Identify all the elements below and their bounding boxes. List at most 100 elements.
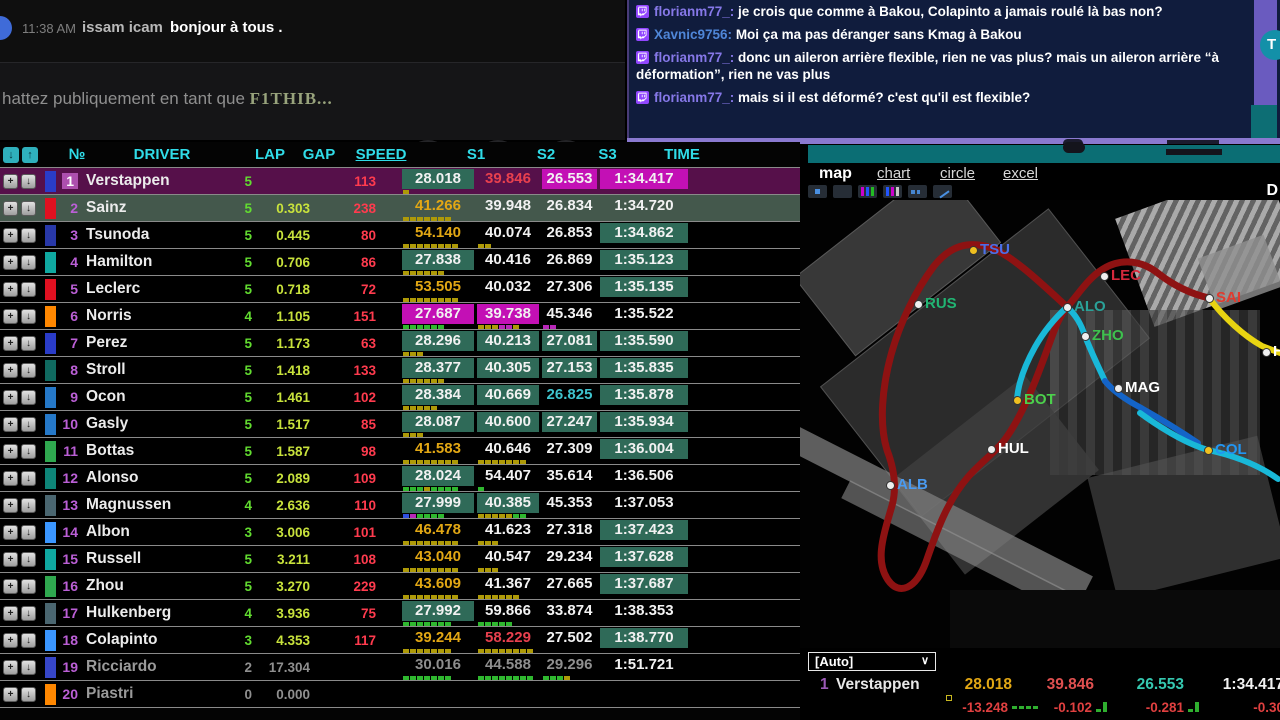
expand-row-button[interactable]: +: [3, 173, 18, 189]
toolbar-plain-icon[interactable]: [833, 185, 852, 198]
lower-row-button[interactable]: ↓: [21, 254, 36, 270]
lower-row-button[interactable]: ↓: [21, 200, 36, 216]
laptime-cell: 1:35.590: [600, 330, 688, 357]
table-row[interactable]: + ↓ 10 Gasly 5 1.517 85 28.087 40.600 27.247 1:35.…: [0, 411, 800, 438]
expand-row-button[interactable]: +: [3, 227, 18, 243]
table-row[interactable]: + ↓ 5 Leclerc 5 0.718 72 53.505 40.032 27.306 1:35…: [0, 276, 800, 303]
table-row[interactable]: + ↓ 16 Zhou 5 3.270 229 43.609 41.367 27.665 1:37.…: [0, 573, 800, 600]
toolbar-stripes-b-icon[interactable]: [883, 185, 902, 198]
lower-row-button[interactable]: ↓: [21, 659, 36, 675]
lower-row-button[interactable]: ↓: [21, 524, 36, 540]
table-row[interactable]: + ↓ 8 Stroll 5 1.418 133 28.377 40.305 27.153 1:35…: [0, 357, 800, 384]
lower-row-button[interactable]: ↓: [21, 686, 36, 702]
lower-row-button[interactable]: ↓: [21, 443, 36, 459]
toolbar-link-icon[interactable]: [933, 184, 952, 199]
lower-row-button[interactable]: ↓: [21, 578, 36, 594]
tab-excel[interactable]: excel: [1003, 165, 1039, 182]
minisector-tick: [492, 648, 498, 653]
lower-row-button[interactable]: ↓: [21, 497, 36, 513]
lower-row-button[interactable]: ↓: [21, 173, 36, 189]
chat-input[interactable]: hattez publiquement en tant que F1THIB..…: [2, 89, 333, 109]
twitch-username[interactable]: florianm77_:: [654, 50, 739, 65]
sort-up-button[interactable]: ↑: [22, 146, 38, 163]
lower-row-button[interactable]: ↓: [21, 632, 36, 648]
toolbar-stripes-a-icon[interactable]: [858, 185, 877, 198]
minisector-tick: [431, 621, 437, 626]
table-row[interactable]: + ↓ 7 Perez 5 1.173 63 28.296 40.213 27.081 1:35.5…: [0, 330, 800, 357]
lower-row-button[interactable]: ↓: [21, 470, 36, 486]
lower-row-button[interactable]: ↓: [21, 389, 36, 405]
expand-row-button[interactable]: +: [3, 308, 18, 324]
expand-row-button[interactable]: +: [3, 389, 18, 405]
expand-row-button[interactable]: +: [3, 281, 18, 297]
lower-row-button[interactable]: ↓: [21, 335, 36, 351]
lower-row-button[interactable]: ↓: [21, 281, 36, 297]
twitch-username[interactable]: Xavnic9756:: [654, 27, 736, 42]
table-row[interactable]: + ↓ 12 Alonso 5 2.089 109 28.024 54.407 35.614 1:3…: [0, 465, 800, 492]
header-speed[interactable]: SPEED: [355, 146, 407, 163]
sector2-cell-minisectors: [478, 675, 533, 680]
expand-row-button[interactable]: +: [3, 254, 18, 270]
expand-row-button[interactable]: +: [3, 551, 18, 567]
twitch-username[interactable]: florianm77_:: [654, 90, 739, 105]
toolbar-dots-icon[interactable]: [908, 185, 927, 198]
table-row[interactable]: + ↓ 14 Albon 3 3.006 101 46.478 41.623 27.318 1:37…: [0, 519, 800, 546]
tab-circle[interactable]: circle: [940, 165, 976, 182]
expand-row-button[interactable]: +: [3, 524, 18, 540]
sector1-cell-minisectors: [403, 513, 444, 518]
lower-row-button[interactable]: ↓: [21, 362, 36, 378]
driver-select-dropdown[interactable]: [Auto] ∨: [808, 652, 936, 671]
sort-down-button[interactable]: ↓: [3, 146, 19, 163]
laptime-cell: 1:35.878: [600, 384, 688, 411]
lower-row-button[interactable]: ↓: [21, 227, 36, 243]
table-row[interactable]: + ↓ 11 Bottas 5 1.587 98 41.583 40.646 27.309 1:36…: [0, 438, 800, 465]
tab-map[interactable]: map: [819, 165, 852, 182]
lower-row-button[interactable]: ↓: [21, 551, 36, 567]
table-row[interactable]: + ↓ 15 Russell 5 3.211 108 43.040 40.547 29.234 1:…: [0, 546, 800, 573]
expand-row-button[interactable]: +: [3, 578, 18, 594]
expand-row-button[interactable]: +: [3, 497, 18, 513]
expand-row-button[interactable]: +: [3, 605, 18, 621]
tab-chart[interactable]: chart: [877, 165, 911, 182]
minisector-tick: [431, 540, 437, 545]
expand-row-button[interactable]: +: [3, 200, 18, 216]
table-row[interactable]: + ↓ 13 Magnussen 4 2.636 110 27.999 40.385 45.353…: [0, 492, 800, 519]
overlay-slider-icon[interactable]: [1167, 140, 1219, 144]
lower-row-button[interactable]: ↓: [21, 308, 36, 324]
table-row[interactable]: + ↓ 3 Tsunoda 5 0.445 80 54.140 40.074 26.853 1:34…: [0, 222, 800, 249]
expand-row-button[interactable]: +: [3, 362, 18, 378]
panel-titlebar[interactable]: [808, 142, 1280, 163]
table-row[interactable]: + ↓ 20 Piastri 0 0.000: [0, 681, 800, 708]
expand-row-button[interactable]: +: [3, 686, 18, 702]
minisector-tick: [506, 513, 512, 518]
expand-row-button[interactable]: +: [3, 659, 18, 675]
expand-row-button[interactable]: +: [3, 632, 18, 648]
table-row[interactable]: + ↓ 6 Norris 4 1.105 151 27.687 39.738 45.346 1:35…: [0, 303, 800, 330]
message-username[interactable]: issam icam: [82, 19, 163, 36]
table-row[interactable]: + ↓ 1 Verstappen 5 113 28.018 39.846 26.553 1:34.…: [0, 168, 800, 195]
table-row[interactable]: + ↓ 9 Ocon 5 1.461 102 28.384 40.669 26.825 1:35.8…: [0, 384, 800, 411]
sector1-cell: 28.377: [402, 357, 474, 384]
table-row[interactable]: + ↓ 17 Hulkenberg 4 3.936 75 27.992 59.866 33.874…: [0, 600, 800, 627]
twitch-username[interactable]: florianm77_:: [654, 4, 739, 19]
minisector-tick: [431, 567, 437, 572]
expand-row-button[interactable]: +: [3, 335, 18, 351]
minisector-tick: [478, 648, 484, 653]
twitch-side-button[interactable]: T: [1260, 30, 1280, 60]
minisector-tick: [410, 270, 416, 275]
track-map[interactable]: TSU RUS LEC ALO SAI ZHO MAG BOT HUL ALB COL H: [800, 200, 1280, 648]
lower-row-button[interactable]: ↓: [21, 605, 36, 621]
minisector-tick: [506, 621, 512, 626]
expand-row-button[interactable]: +: [3, 416, 18, 432]
twitch-message: florianm77_: donc un aileron arrière fle…: [629, 46, 1280, 86]
table-row[interactable]: + ↓ 4 Hamilton 5 0.706 86 27.838 40.416 26.869 1:3…: [0, 249, 800, 276]
expand-row-button[interactable]: +: [3, 443, 18, 459]
expand-row-button[interactable]: +: [3, 470, 18, 486]
table-row[interactable]: + ↓ 19 Ricciardo 2 17.304 30.016 44.588 29.296 1:…: [0, 654, 800, 681]
lower-row-button[interactable]: ↓: [21, 416, 36, 432]
table-row[interactable]: + ↓ 2 Sainz 5 0.303 238 41.266 39.948 26.834 1:34.…: [0, 195, 800, 222]
sector1-cell-minisectors: [403, 324, 444, 329]
toolbar-dot-icon[interactable]: [808, 185, 827, 198]
table-row[interactable]: + ↓ 18 Colapinto 3 4.353 117 39.244 58.229 27.502…: [0, 627, 800, 654]
avatar[interactable]: [0, 16, 12, 40]
